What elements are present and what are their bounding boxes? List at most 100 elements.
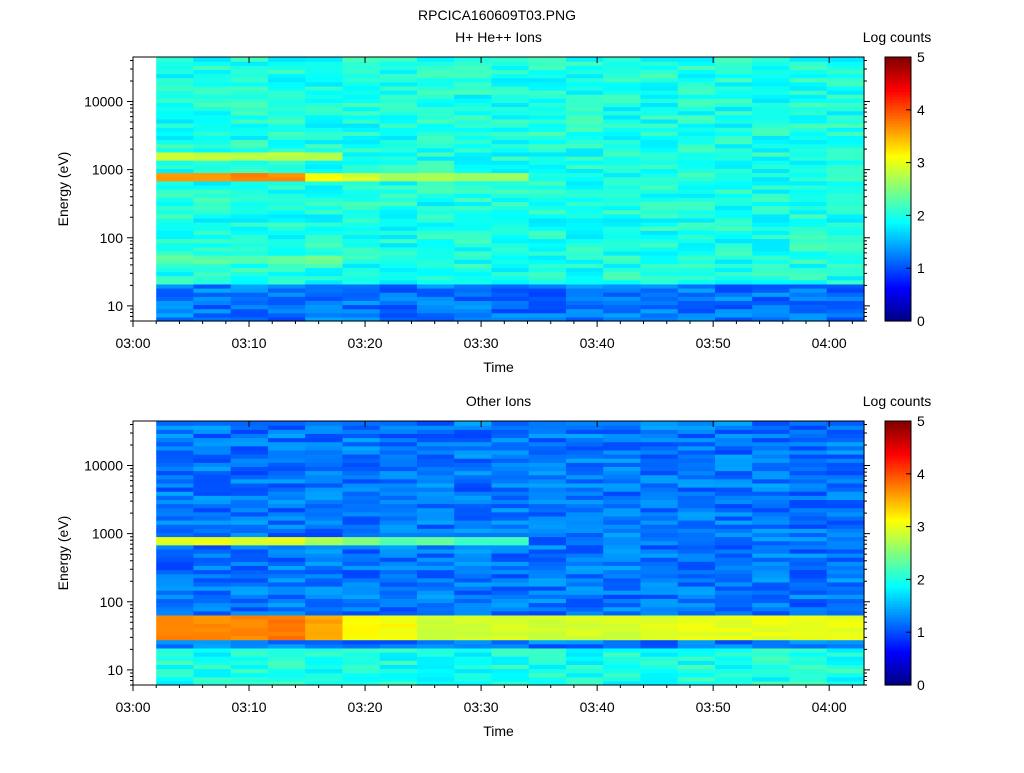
heatmap-cell (789, 437, 828, 443)
heatmap-cell (677, 532, 716, 538)
heatmap-cell (826, 478, 865, 484)
heatmap-cell (789, 65, 828, 70)
heatmap-cell (565, 184, 604, 190)
heatmap-cell (528, 499, 567, 505)
heatmap-cell (640, 168, 679, 174)
heatmap-cell (416, 292, 455, 297)
colorbar-step (885, 215, 911, 219)
colorbar-step (885, 450, 911, 454)
heatmap-cell (677, 176, 716, 182)
heatmap-cell (826, 308, 865, 314)
heatmap-cell (528, 180, 567, 186)
heatmap-cell (826, 590, 865, 595)
colorbar-step (885, 212, 911, 216)
heatmap-cell (752, 193, 791, 198)
heatmap-cell (267, 454, 306, 459)
heatmap-cell (267, 164, 306, 169)
colorbar-step (885, 80, 911, 84)
heatmap-cell (156, 193, 195, 198)
colorbar-step (885, 297, 911, 301)
heatmap-cell (230, 441, 269, 447)
heatmap-cell (491, 279, 530, 285)
heatmap-cell (193, 421, 232, 426)
heatmap-cell (416, 238, 455, 244)
heatmap-cell (789, 180, 828, 186)
heatmap-cell (156, 482, 195, 488)
heatmap-cell (603, 205, 642, 211)
heatmap-cell (193, 143, 232, 149)
heatmap-cell (789, 283, 828, 289)
heatmap-cell (640, 308, 679, 314)
heatmap-cell (603, 131, 642, 136)
heatmap-cell (379, 81, 418, 87)
heatmap-cell (528, 639, 567, 645)
heatmap-cell (528, 213, 567, 219)
heatmap-cell (789, 532, 828, 538)
heatmap-cell (826, 263, 865, 268)
heatmap-cell (193, 520, 232, 525)
colorbar-step (885, 225, 911, 230)
heatmap-cell (640, 127, 679, 132)
heatmap-cell (491, 222, 530, 227)
heatmap-cell (789, 164, 828, 169)
heatmap-cell (789, 586, 828, 591)
heatmap-cell (752, 123, 791, 128)
heatmap-cell (565, 222, 604, 227)
heatmap-cell (491, 189, 530, 194)
heatmap-cell (640, 639, 679, 645)
heatmap-cell (342, 85, 381, 91)
heatmap-cell (193, 676, 232, 682)
heatmap-cell (267, 561, 306, 566)
heatmap-cell (752, 610, 791, 616)
heatmap-cell (714, 515, 753, 521)
heatmap-cell (305, 454, 344, 459)
heatmap-cell (752, 606, 791, 612)
heatmap-cell (267, 643, 306, 649)
heatmap-cell (640, 565, 679, 571)
heatmap-cell (156, 524, 195, 529)
heatmap-cell (305, 458, 344, 463)
colorbar-step (885, 516, 911, 520)
heatmap-cell (342, 222, 381, 227)
colorbar-step (885, 273, 911, 277)
heatmap-cell (156, 135, 195, 141)
heatmap-cell (193, 540, 232, 546)
heatmap-cell (528, 586, 567, 591)
heatmap-cell (826, 73, 865, 79)
heatmap-cell (714, 85, 753, 91)
heatmap-cell (714, 425, 753, 430)
heatmap-cell (454, 421, 493, 426)
heatmap-cell (826, 114, 865, 120)
heatmap-cell (640, 275, 679, 281)
heatmap-cell (565, 283, 604, 289)
heatmap-cell (677, 429, 716, 434)
heatmap-cell (752, 292, 791, 297)
colorbar-step (885, 289, 911, 293)
heatmap-cell (379, 507, 418, 513)
heatmap-cell (193, 131, 232, 136)
heatmap-cell (156, 131, 195, 136)
heatmap-cell (528, 246, 567, 252)
heatmap-cell (789, 69, 828, 75)
heatmap-cell (528, 631, 567, 637)
heatmap-cell (267, 577, 306, 583)
heatmap-cell (565, 193, 604, 198)
heatmap-cell (416, 213, 455, 219)
heatmap-cell (603, 135, 642, 141)
heatmap-cell (193, 487, 232, 492)
heatmap-cell (230, 643, 269, 649)
heatmap-cell (603, 61, 642, 66)
heatmap-cell (565, 672, 604, 678)
heatmap-cell (826, 660, 865, 665)
heatmap-cell (454, 602, 493, 608)
heatmap-cell (826, 441, 865, 447)
heatmap-cell (714, 226, 753, 231)
heatmap-cell (789, 234, 828, 240)
heatmap-cell (230, 180, 269, 186)
heatmap-cell (267, 267, 306, 273)
heatmap-cell (789, 635, 828, 641)
y-tick-label: 10 (107, 662, 123, 678)
heatmap-cell (491, 421, 530, 426)
heatmap-cell (789, 267, 828, 273)
colorbar-step (885, 423, 911, 427)
